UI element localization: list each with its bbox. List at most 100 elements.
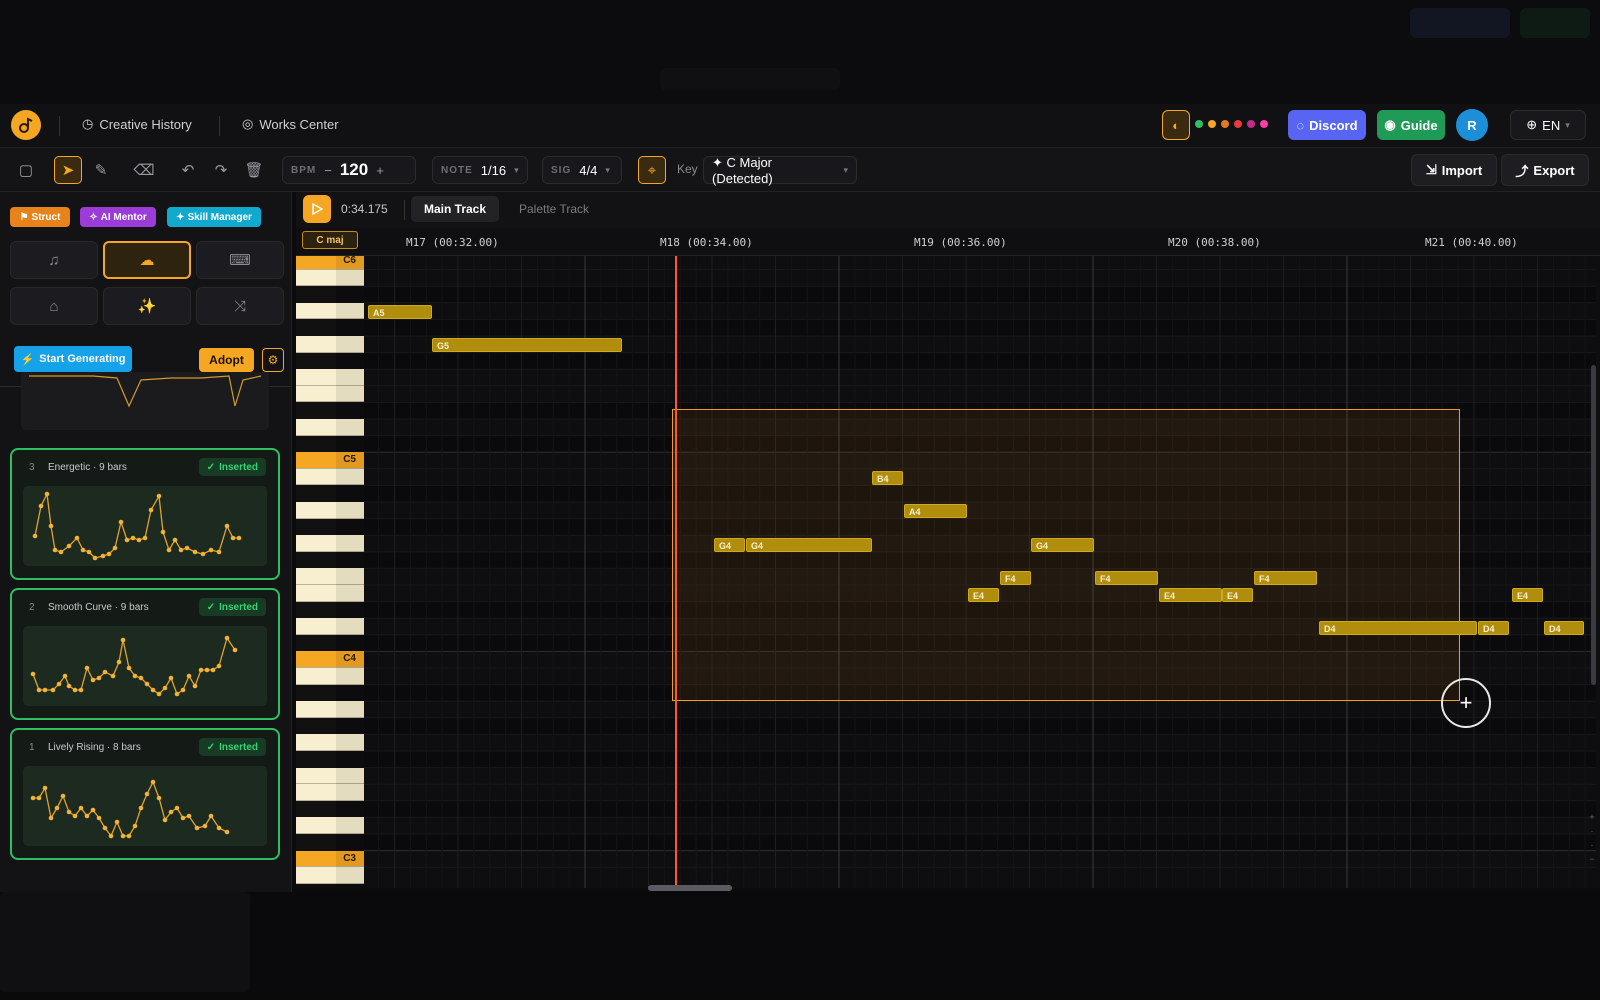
- piano-black-key[interactable]: [296, 551, 336, 569]
- piano-white-key[interactable]: [296, 585, 364, 602]
- cloud-icon[interactable]: ☁: [103, 241, 191, 279]
- creative-history-link[interactable]: ◷ Creative History: [82, 116, 192, 132]
- keyboard-icon[interactable]: ⌨: [196, 241, 284, 279]
- bpm-decrease-button[interactable]: −: [324, 162, 332, 178]
- time-signature-select[interactable]: SIG 4/4 ▾: [542, 156, 622, 184]
- timeline-ruler[interactable]: C maj M17 (00:32.00) M18 (00:34.00) M19 …: [296, 228, 1600, 256]
- note-block[interactable]: E4: [968, 588, 999, 602]
- music-note-icon[interactable]: ♫: [10, 241, 98, 279]
- piano-white-key[interactable]: [296, 618, 364, 635]
- piano-black-key[interactable]: [296, 601, 336, 619]
- undo-icon[interactable]: ↶: [181, 162, 195, 179]
- piano-black-key[interactable]: [296, 319, 336, 336]
- piano-black-key[interactable]: [296, 435, 336, 453]
- bpm-value[interactable]: 120: [339, 160, 369, 179]
- note-block[interactable]: F4: [1254, 571, 1317, 585]
- piano-black-key[interactable]: [296, 717, 336, 735]
- works-center-link[interactable]: ◎ Works Center: [242, 116, 339, 132]
- palette-color-dots[interactable]: [1195, 120, 1268, 128]
- skill-manager-tag[interactable]: ✦ Skill Manager: [167, 207, 261, 227]
- note-block[interactable]: F4: [1095, 571, 1158, 585]
- language-select[interactable]: ⊕ EN ▾: [1510, 110, 1586, 140]
- note-block[interactable]: A4: [904, 504, 967, 518]
- piano-black-key[interactable]: [296, 800, 336, 818]
- color-dot[interactable]: [1221, 120, 1229, 128]
- piano-white-key[interactable]: [296, 568, 364, 585]
- piano-white-key[interactable]: [296, 502, 364, 519]
- melody-card-lively-rising[interactable]: 1 Lively Rising · 8 bars ✓ Inserted: [10, 728, 280, 860]
- piano-white-key[interactable]: C5: [296, 452, 364, 469]
- magic-icon[interactable]: ✨: [103, 287, 191, 325]
- note-block[interactable]: G4: [714, 538, 745, 552]
- melody-card-partial[interactable]: [21, 372, 269, 430]
- magnet-snap-icon[interactable]: ⌖: [638, 156, 666, 184]
- piano-white-key[interactable]: [296, 784, 364, 801]
- piano-white-key[interactable]: [296, 535, 364, 552]
- piano-white-key[interactable]: [296, 468, 364, 486]
- struct-tag[interactable]: ⚑ Struct: [10, 207, 70, 227]
- piano-white-key[interactable]: [296, 336, 364, 353]
- piano-black-key[interactable]: [296, 518, 336, 536]
- store-icon[interactable]: ⌂: [10, 287, 98, 325]
- note-block[interactable]: D4: [1478, 621, 1509, 635]
- key-select[interactable]: ✦ C Major (Detected) ▾: [703, 155, 857, 186]
- piano-white-key[interactable]: [296, 817, 364, 834]
- note-block[interactable]: B4: [872, 471, 903, 485]
- guide-button[interactable]: ◉ Guide: [1377, 110, 1445, 140]
- color-dot[interactable]: [1195, 120, 1203, 128]
- note-length-select[interactable]: NOTE 1/16 ▾: [432, 156, 528, 184]
- settings-gear-icon[interactable]: ⚙: [262, 348, 284, 372]
- piano-black-key[interactable]: [296, 751, 336, 768]
- select-tool-icon[interactable]: ➤: [54, 156, 82, 184]
- note-block[interactable]: E4: [1159, 588, 1222, 602]
- start-generating-button[interactable]: ⚡ Start Generating: [14, 346, 132, 372]
- piano-white-key[interactable]: [296, 701, 364, 718]
- melody-card-smooth-curve[interactable]: 2 Smooth Curve · 9 bars ✓ Inserted: [10, 588, 280, 720]
- piano-black-key[interactable]: [296, 634, 336, 652]
- vertical-scrollbar[interactable]: [1591, 365, 1596, 685]
- tab-palette-track[interactable]: Palette Track: [518, 202, 590, 216]
- note-block[interactable]: G4: [746, 538, 872, 552]
- playhead[interactable]: [675, 256, 677, 888]
- color-dot[interactable]: [1247, 120, 1255, 128]
- piano-white-key[interactable]: [296, 419, 364, 436]
- piano-roll[interactable]: C6 C5 C4 C3 A5 G5 B4 A4 G4 G4 G4 F4 F4 F4 E…: [296, 256, 1600, 888]
- adopt-button[interactable]: Adopt: [199, 348, 254, 372]
- note-block[interactable]: E4: [1222, 588, 1253, 602]
- piano-white-key[interactable]: [296, 385, 364, 403]
- piano-black-key[interactable]: [296, 402, 336, 419]
- trash-icon[interactable]: 🗑: [244, 162, 264, 179]
- piano-white-key[interactable]: [296, 369, 364, 386]
- scale-key-label[interactable]: C maj: [302, 231, 358, 249]
- color-dot[interactable]: [1208, 120, 1216, 128]
- ai-mentor-tag[interactable]: ✧ AI Mentor: [80, 207, 156, 227]
- note-block[interactable]: G5: [432, 338, 622, 352]
- note-grid[interactable]: A5 G5 B4 A4 G4 G4 G4 F4 F4 F4 E4 E4 E4 E…: [364, 256, 1596, 888]
- piano-white-key[interactable]: C3: [296, 850, 364, 868]
- note-block[interactable]: D4: [1544, 621, 1584, 635]
- piano-white-key[interactable]: C4: [296, 651, 364, 668]
- piano-keyboard[interactable]: C6 C5 C4 C3: [296, 256, 364, 888]
- bpm-increase-button[interactable]: +: [376, 162, 384, 178]
- note-block[interactable]: F4: [1000, 571, 1031, 585]
- piano-black-key[interactable]: [296, 286, 336, 303]
- note-block[interactable]: A5: [368, 305, 432, 319]
- piano-white-key[interactable]: [296, 302, 364, 320]
- piano-black-key[interactable]: [296, 834, 336, 851]
- new-file-icon[interactable]: ▢: [18, 162, 34, 179]
- piano-white-key[interactable]: [296, 867, 364, 884]
- redo-icon[interactable]: ↷: [214, 162, 228, 179]
- piano-white-key[interactable]: [296, 767, 364, 785]
- piano-black-key[interactable]: [296, 485, 336, 502]
- zoom-controls[interactable]: + · · −: [1589, 812, 1595, 864]
- discord-button[interactable]: ◌ Discord: [1288, 110, 1366, 140]
- color-dot[interactable]: [1234, 120, 1242, 128]
- piano-white-key[interactable]: [296, 269, 364, 287]
- user-avatar[interactable]: R: [1456, 109, 1488, 141]
- horizontal-scrollbar[interactable]: [648, 885, 732, 891]
- note-block[interactable]: G4: [1031, 538, 1094, 552]
- play-button[interactable]: [303, 195, 331, 223]
- pencil-tool-icon[interactable]: ✎: [94, 162, 108, 179]
- app-logo[interactable]: [11, 110, 41, 140]
- piano-black-key[interactable]: [296, 352, 336, 370]
